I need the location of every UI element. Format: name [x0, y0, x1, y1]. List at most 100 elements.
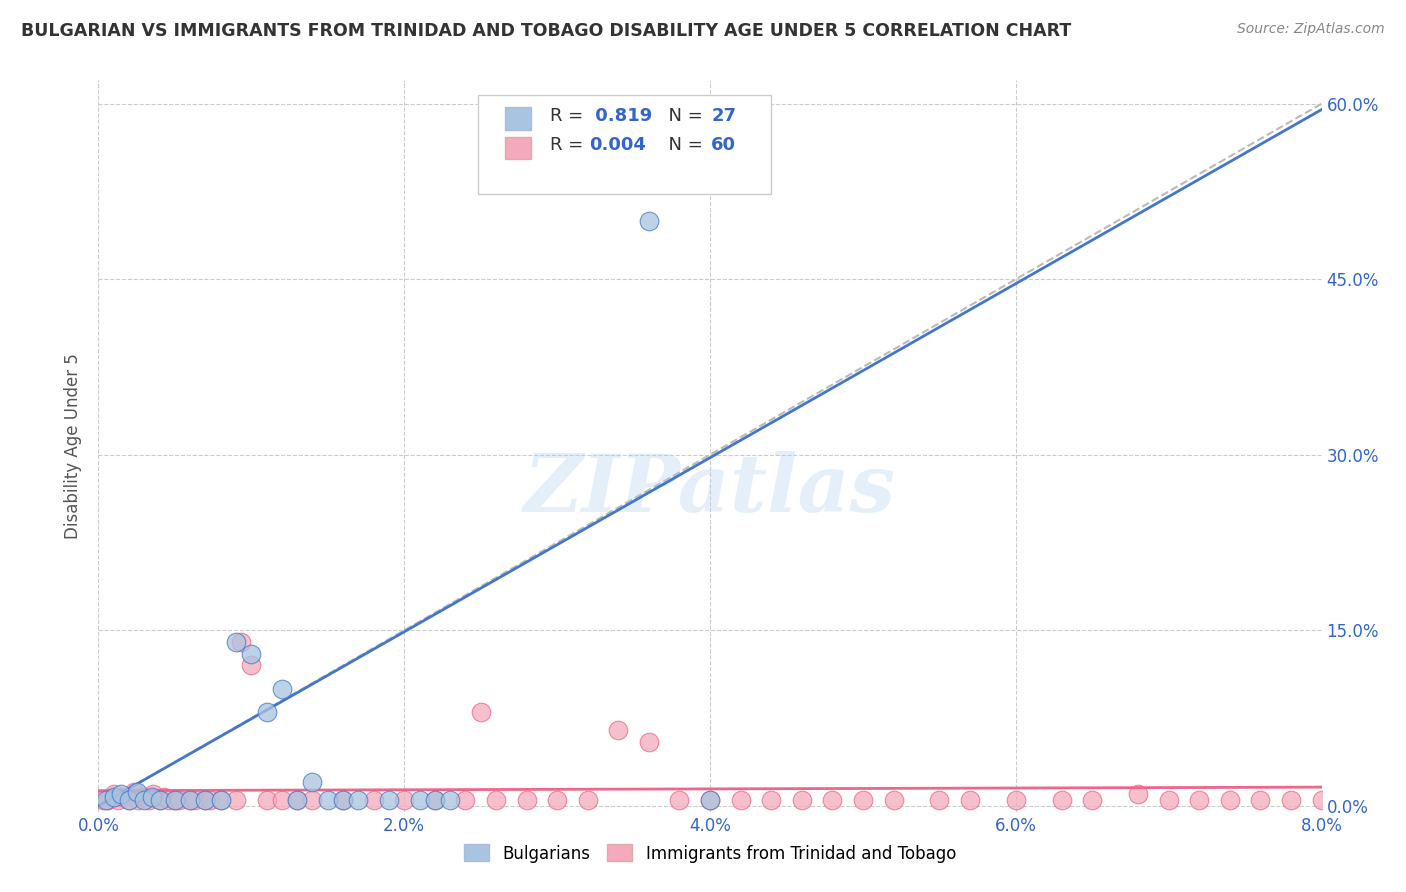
- Point: [378, 793, 401, 807]
- Point: [1050, 793, 1073, 807]
- Text: N =: N =: [658, 136, 709, 153]
- Text: Source: ZipAtlas.com: Source: ZipAtlas.com: [1237, 22, 1385, 37]
- Point: [94, 793, 117, 807]
- Text: ZIPatlas: ZIPatlas: [524, 451, 896, 529]
- Point: [1279, 793, 1302, 807]
- Point: [1128, 787, 1150, 801]
- Text: N =: N =: [658, 106, 709, 125]
- Point: [169, 793, 191, 807]
- Point: [408, 793, 430, 807]
- Point: [163, 793, 186, 807]
- Point: [163, 793, 186, 807]
- Point: [301, 775, 323, 789]
- Point: [142, 787, 165, 801]
- Y-axis label: Disability Age Under 5: Disability Age Under 5: [65, 353, 83, 539]
- Point: [157, 793, 180, 807]
- Point: [423, 793, 446, 807]
- Text: 60: 60: [711, 136, 737, 153]
- Point: [209, 793, 232, 807]
- Point: [256, 705, 278, 719]
- Point: [668, 793, 690, 807]
- Point: [225, 793, 247, 807]
- Point: [209, 793, 232, 807]
- Point: [821, 793, 844, 807]
- FancyBboxPatch shape: [478, 95, 772, 194]
- Point: [316, 793, 339, 807]
- Point: [637, 734, 661, 748]
- Point: [852, 793, 875, 807]
- Point: [184, 793, 207, 807]
- Point: [240, 658, 263, 673]
- Point: [127, 793, 149, 807]
- Point: [607, 723, 630, 737]
- Point: [149, 793, 172, 807]
- Point: [1157, 793, 1180, 807]
- Point: [516, 793, 538, 807]
- Point: [699, 793, 721, 807]
- Point: [730, 793, 752, 807]
- Point: [790, 793, 813, 807]
- Point: [759, 793, 782, 807]
- Point: [347, 793, 370, 807]
- Point: [363, 793, 385, 807]
- Point: [1188, 793, 1211, 807]
- Text: BULGARIAN VS IMMIGRANTS FROM TRINIDAD AND TOBAGO DISABILITY AGE UNDER 5 CORRELAT: BULGARIAN VS IMMIGRANTS FROM TRINIDAD AN…: [21, 22, 1071, 40]
- Point: [270, 681, 294, 696]
- Point: [959, 793, 981, 807]
- Point: [153, 789, 176, 804]
- Text: 27: 27: [711, 106, 737, 125]
- Point: [637, 213, 661, 227]
- Point: [194, 793, 217, 807]
- Point: [118, 793, 141, 807]
- Point: [1310, 793, 1333, 807]
- Point: [134, 793, 156, 807]
- Point: [240, 647, 263, 661]
- Point: [485, 793, 508, 807]
- Text: R =: R =: [550, 136, 589, 153]
- Text: 0.819: 0.819: [589, 106, 652, 125]
- Point: [179, 793, 201, 807]
- Point: [103, 787, 125, 801]
- Point: [91, 793, 114, 807]
- Point: [134, 789, 156, 804]
- Point: [194, 793, 217, 807]
- Point: [1081, 793, 1104, 807]
- Point: [301, 793, 323, 807]
- Point: [122, 785, 145, 799]
- Point: [454, 793, 477, 807]
- Point: [198, 793, 221, 807]
- Text: 0.004: 0.004: [589, 136, 645, 153]
- Point: [225, 635, 247, 649]
- Point: [332, 793, 354, 807]
- Point: [110, 787, 132, 801]
- Point: [1004, 793, 1026, 807]
- FancyBboxPatch shape: [505, 136, 531, 160]
- Text: R =: R =: [550, 106, 589, 125]
- FancyBboxPatch shape: [505, 108, 531, 130]
- Point: [97, 793, 120, 807]
- Point: [470, 705, 492, 719]
- Legend: Bulgarians, Immigrants from Trinidad and Tobago: Bulgarians, Immigrants from Trinidad and…: [457, 838, 963, 869]
- Point: [118, 793, 141, 807]
- Point: [149, 793, 172, 807]
- Point: [103, 789, 125, 804]
- Point: [439, 793, 461, 807]
- Point: [179, 793, 201, 807]
- Point: [111, 789, 134, 804]
- Point: [125, 785, 148, 799]
- Point: [546, 793, 568, 807]
- Point: [141, 789, 163, 804]
- Point: [285, 793, 308, 807]
- Point: [928, 793, 950, 807]
- Point: [392, 793, 416, 807]
- Point: [332, 793, 354, 807]
- Point: [1249, 793, 1271, 807]
- Point: [138, 793, 160, 807]
- Point: [256, 793, 278, 807]
- Point: [1219, 793, 1241, 807]
- Point: [270, 793, 294, 807]
- Point: [229, 635, 252, 649]
- Point: [883, 793, 905, 807]
- Point: [107, 793, 129, 807]
- Point: [576, 793, 599, 807]
